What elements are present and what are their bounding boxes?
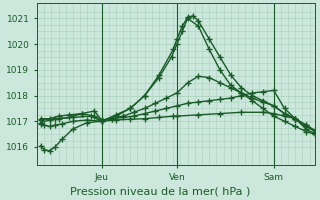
Text: Pression niveau de la mer( hPa ): Pression niveau de la mer( hPa ): [70, 186, 250, 196]
